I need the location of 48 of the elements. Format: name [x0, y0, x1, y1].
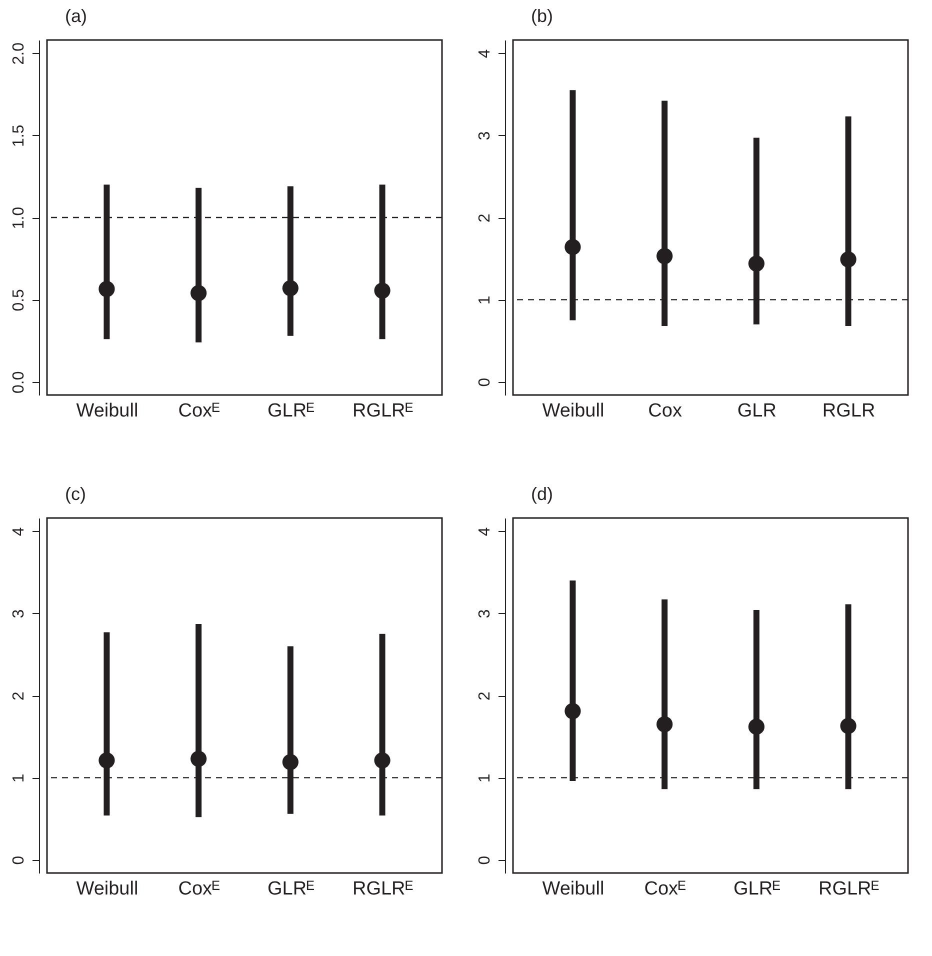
point [840, 718, 856, 734]
x-tick-label: GLRᴱ [267, 878, 315, 900]
y-tick-label: 0.0 [10, 371, 28, 394]
y-tick-label: 1 [476, 296, 494, 305]
x-tick-label: Weibull [542, 400, 604, 422]
chart-title: (d) [531, 484, 553, 504]
point [564, 239, 581, 256]
point [656, 716, 673, 732]
y-tick-label: 1 [10, 774, 28, 783]
x-tick-label: Weibull [76, 878, 138, 900]
point [656, 248, 673, 264]
x-tick-label: Weibull [542, 878, 604, 900]
x-tick-label: RGLR [822, 400, 876, 422]
y-tick-label: 4 [476, 49, 494, 58]
y-tick-label: 1.5 [10, 124, 28, 147]
y-tick-label: 2.0 [10, 42, 28, 65]
x-tick-label: RGLRᴱ [818, 878, 880, 900]
x-tick-label: Cox [648, 400, 682, 422]
x-tick-label: Weibull [76, 400, 138, 422]
x-tick-label: GLRᴱ [267, 400, 315, 422]
y-tick-label: 0 [10, 856, 28, 865]
y-tick-label: 2 [476, 691, 494, 700]
point [840, 251, 856, 268]
y-tick-label: 0.5 [10, 288, 28, 312]
y-tick-label: 3 [476, 609, 494, 618]
y-tick-label: 1 [476, 774, 494, 783]
y-tick-label: 2 [476, 213, 494, 222]
y-tick-label: 4 [476, 527, 494, 536]
y-tick-label: 4 [10, 527, 28, 536]
x-tick-label: Coxᴱ [178, 878, 220, 900]
y-tick-label: 2 [10, 691, 28, 700]
chart-title: (b) [531, 6, 553, 26]
x-tick-label: Coxᴱ [178, 400, 220, 422]
point [564, 703, 581, 720]
point [748, 255, 764, 272]
x-tick-label: GLR [737, 400, 776, 422]
x-tick-label: RGLRᴱ [352, 400, 414, 422]
x-tick-label: GLRᴱ [733, 878, 781, 900]
x-tick-label: Coxᴱ [644, 878, 686, 900]
point [748, 718, 764, 735]
x-tick-label: RGLRᴱ [352, 878, 414, 900]
y-tick-label: 0 [476, 378, 494, 387]
chart-title: (a) [65, 6, 87, 26]
y-tick-label: 0 [476, 856, 494, 865]
y-tick-label: 3 [476, 131, 494, 140]
chart-title: (c) [65, 484, 86, 504]
y-tick-label: 3 [10, 609, 28, 618]
y-tick-label: 1.0 [10, 206, 28, 230]
